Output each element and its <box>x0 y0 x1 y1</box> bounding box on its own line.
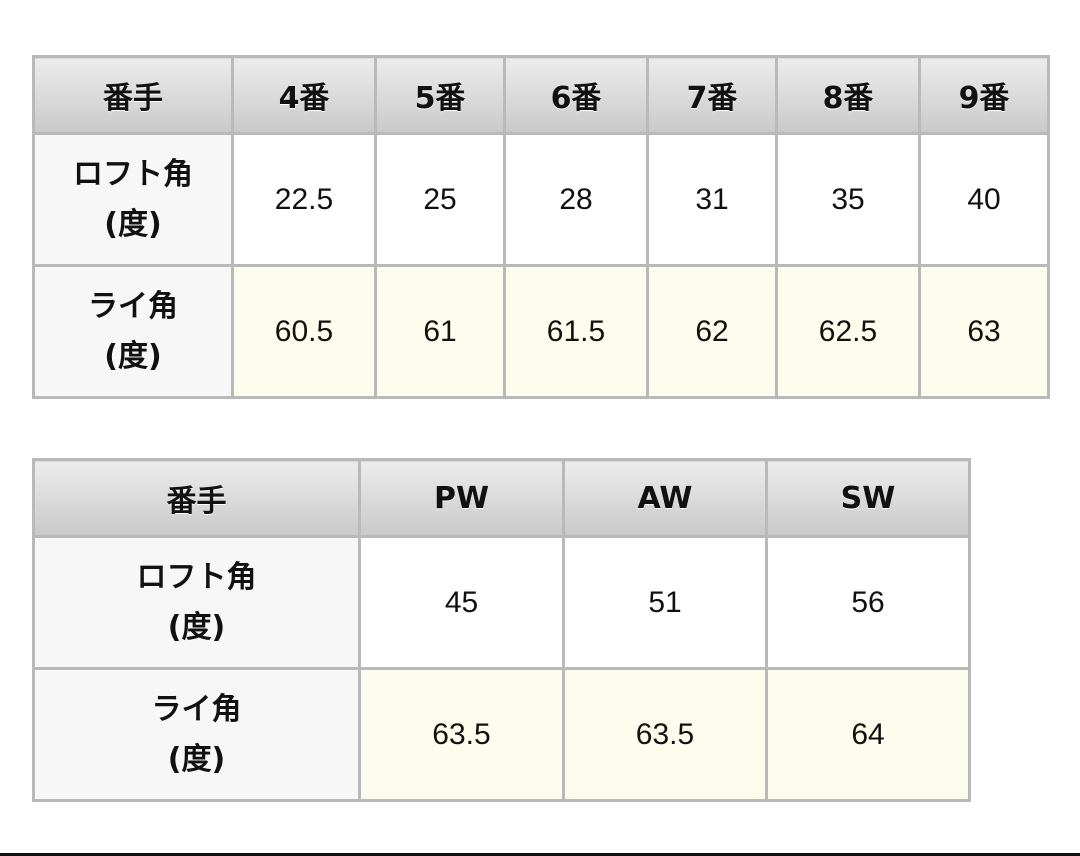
loft-value: 45 <box>358 535 565 670</box>
header-cell: 8番 <box>775 55 921 135</box>
header-cell-club: 番手 <box>32 55 234 135</box>
label-unit: (度) <box>104 206 162 242</box>
loft-value: 28 <box>503 132 649 267</box>
lie-value: 64 <box>765 667 971 802</box>
lie-value: 61 <box>374 264 506 399</box>
header-cell: 7番 <box>646 55 778 135</box>
bottom-divider <box>0 853 1080 856</box>
header-cell-club: 番手 <box>32 458 361 538</box>
header-cell: PW <box>358 458 565 538</box>
loft-value: 31 <box>646 132 778 267</box>
header-cell: SW <box>765 458 971 538</box>
header-cell: 4番 <box>231 55 377 135</box>
lie-value: 60.5 <box>231 264 377 399</box>
loft-value: 56 <box>765 535 971 670</box>
row-label-lie: ライ角 (度) <box>32 667 361 802</box>
label-line: ライ角 <box>151 691 242 727</box>
loft-row: ロフト角 (度) 45 51 56 <box>32 535 971 670</box>
loft-value: 35 <box>775 132 921 267</box>
iron-spec-table-4-9: 番手 4番 5番 6番 7番 8番 9番 ロフト角 (度) 22.5 25 28 … <box>32 55 1050 399</box>
row-label-lie: ライ角 (度) <box>32 264 234 399</box>
label-line: ライ角 <box>88 288 178 324</box>
header-row: 番手 4番 5番 6番 7番 8番 9番 <box>32 55 1050 135</box>
lie-value: 62 <box>646 264 778 399</box>
loft-value: 40 <box>918 132 1050 267</box>
row-label-loft: ロフト角 (度) <box>32 535 361 670</box>
header-cell: 6番 <box>503 55 649 135</box>
lie-value: 62.5 <box>775 264 921 399</box>
loft-value: 51 <box>562 535 768 670</box>
loft-row: ロフト角 (度) 22.5 25 28 31 35 40 <box>32 132 1050 267</box>
label-unit: (度) <box>167 609 226 645</box>
label-unit: (度) <box>104 338 162 374</box>
lie-value: 61.5 <box>503 264 649 399</box>
label-line: ロフト角 <box>136 559 257 595</box>
wedge-spec-table: 番手 PW AW SW ロフト角 (度) 45 51 56 ライ角 (度) 63.5… <box>32 458 971 802</box>
lie-value: 63 <box>918 264 1050 399</box>
lie-row: ライ角 (度) 63.5 63.5 64 <box>32 667 971 802</box>
header-cell: AW <box>562 458 768 538</box>
header-row: 番手 PW AW SW <box>32 458 971 538</box>
lie-row: ライ角 (度) 60.5 61 61.5 62 62.5 63 <box>32 264 1050 399</box>
header-cell: 5番 <box>374 55 506 135</box>
loft-value: 25 <box>374 132 506 267</box>
label-line: ロフト角 <box>73 156 193 192</box>
header-cell: 9番 <box>918 55 1050 135</box>
label-unit: (度) <box>167 741 226 777</box>
loft-value: 22.5 <box>231 132 377 267</box>
lie-value: 63.5 <box>562 667 768 802</box>
row-label-loft: ロフト角 (度) <box>32 132 234 267</box>
lie-value: 63.5 <box>358 667 565 802</box>
